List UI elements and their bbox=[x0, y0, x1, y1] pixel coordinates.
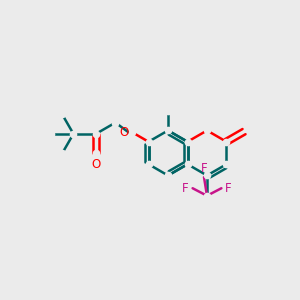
Text: O: O bbox=[91, 158, 101, 171]
Text: F: F bbox=[182, 182, 189, 195]
Text: F: F bbox=[201, 162, 207, 175]
Text: F: F bbox=[225, 182, 232, 195]
Text: O: O bbox=[119, 126, 128, 139]
